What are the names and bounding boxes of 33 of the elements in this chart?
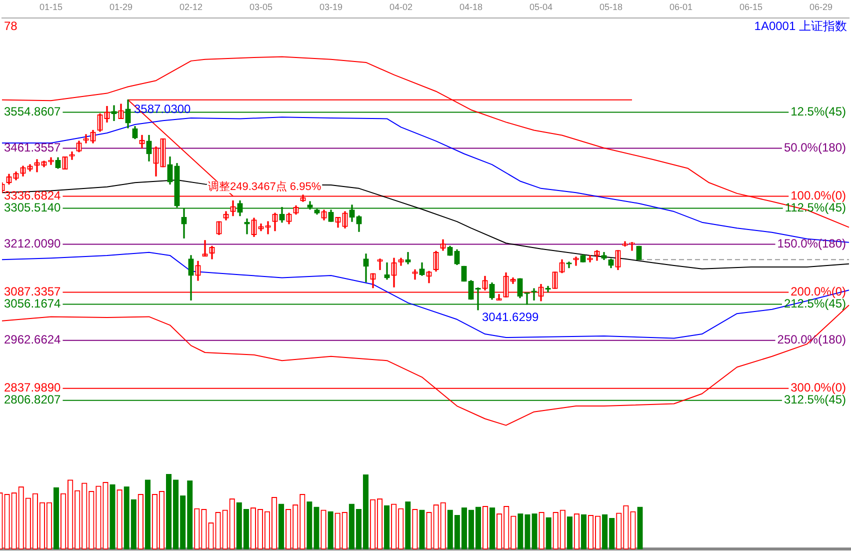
ref-line-label: 3461.3557 [4, 140, 62, 155]
x-tick-label: 06-01 [669, 2, 693, 12]
annotation: 200.0%(0) [790, 284, 846, 299]
ref-line-label: 3056.1674 [4, 296, 62, 311]
annotation: 12.5%(45) [790, 104, 846, 119]
x-tick-label: 05-04 [529, 2, 553, 12]
ref-line-label: 2962.6624 [4, 332, 62, 347]
x-tick-label: 03-05 [249, 2, 273, 12]
ref-line-label: 3336.6824 [4, 188, 62, 203]
x-tick-label: 01-29 [109, 2, 133, 12]
x-tick-label: 06-15 [739, 2, 763, 12]
annotation: 50.0%(180) [784, 140, 846, 155]
text: 300.0%(0) [790, 380, 846, 395]
x-tick-label: 05-18 [599, 2, 623, 12]
x-tick-label: 03-19 [319, 2, 343, 12]
ref-line-label: 2806.8207 [4, 392, 62, 407]
ref-line-label: 3087.3357 [4, 284, 62, 299]
x-tick-label: 04-02 [389, 2, 413, 12]
x-tick-label: 06-29 [809, 2, 833, 12]
ref-line-label: 3305.5140 [4, 200, 62, 215]
ref-line-label: 3212.0090 [4, 236, 62, 251]
annotation: 150.0%(180) [777, 236, 846, 251]
ref-line-label: 3554.8607 [4, 104, 62, 119]
annotation: 100.0%(0) [790, 188, 846, 203]
text: 78 [4, 19, 18, 34]
text: 312.5%(45) [784, 392, 846, 407]
x-tick-label: 04-18 [459, 2, 483, 12]
annotation: 调整249.3467点 6.95% [208, 180, 322, 194]
chart-title: 1A0001 上证指数 [754, 19, 847, 34]
x-tick-label: 01-15 [39, 2, 63, 12]
annotation: 3041.6299 [482, 310, 540, 324]
x-tick-label: 02-12 [179, 2, 203, 12]
ref-line-label: 2837.9890 [4, 380, 62, 395]
